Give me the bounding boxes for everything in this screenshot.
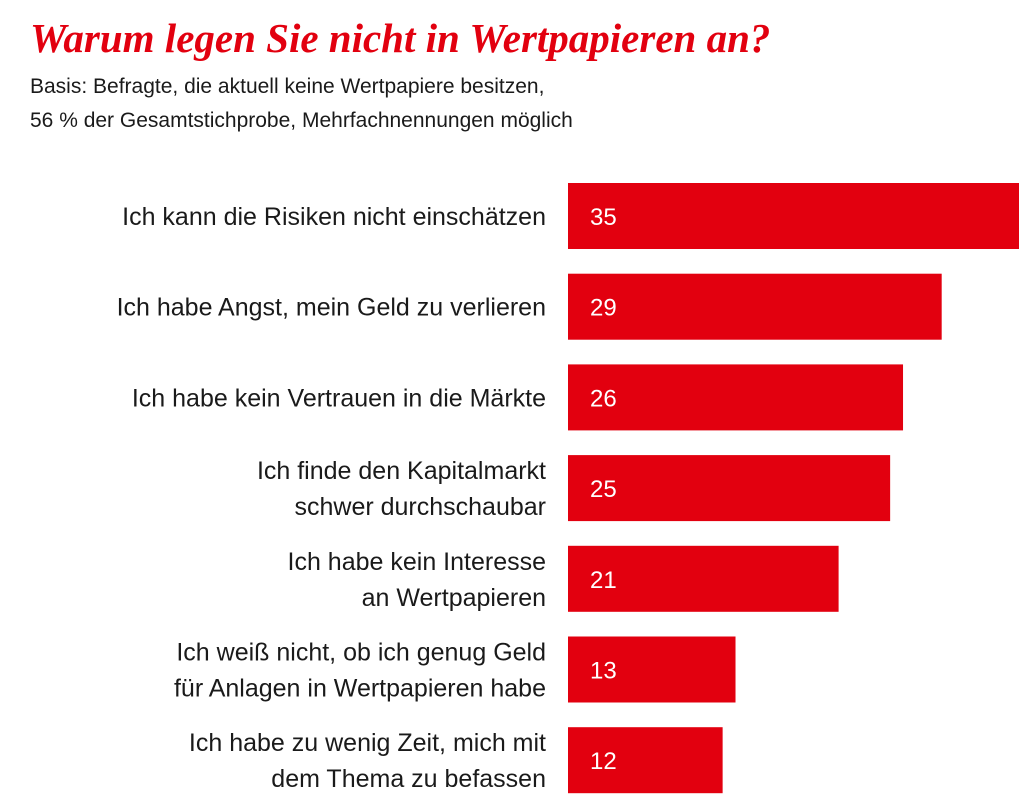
subtitle-line: 56 % der Gesamtstichprobe, Mehrfachnennu… — [30, 109, 573, 132]
category-label: Ich habe kein Interesse — [288, 548, 547, 576]
bar — [568, 273, 942, 340]
bar-value-label: 29 — [590, 295, 617, 322]
bar — [568, 727, 723, 794]
bar — [568, 455, 891, 522]
category-label: Ich habe Angst, mein Geld zu verlieren — [117, 294, 546, 322]
bar — [568, 183, 1019, 249]
category-label: Ich weiß nicht, ob ich genug Geld — [176, 639, 546, 667]
chart-subtitle: Basis: Befragte, die aktuell keine Wertp… — [30, 70, 573, 138]
category-label: schwer durchschaubar — [294, 493, 546, 521]
category-label: Ich finde den Kapitalmarkt — [257, 457, 546, 485]
bar — [568, 636, 736, 703]
category-label: Ich habe kein Vertrauen in die Märkte — [132, 384, 546, 412]
bar — [568, 545, 839, 612]
bar-value-label: 35 — [590, 204, 617, 231]
subtitle-line: Basis: Befragte, die aktuell keine Wertp… — [30, 75, 545, 98]
category-label: Ich habe zu wenig Zeit, mich mit — [189, 729, 546, 757]
bar-value-label: 26 — [590, 385, 617, 412]
bar-row: 12 Ich habe zu wenig Zeit, mich mit dem Th… — [189, 727, 723, 794]
bar — [568, 364, 904, 431]
category-label: für Anlagen in Wertpapieren habe — [174, 675, 546, 703]
bar-row: 26 Ich habe kein Vertrauen in die Märkte — [132, 364, 904, 431]
bar-row: 13 Ich weiß nicht, ob ich genug Geld für A… — [174, 636, 736, 703]
bar-value-label: 25 — [590, 476, 617, 503]
bar-row: 25 Ich finde den Kapitalmarkt schwer durch… — [257, 455, 891, 522]
category-label: an Wertpapieren — [362, 584, 546, 612]
bar-value-label: 21 — [590, 567, 617, 594]
category-label: dem Thema zu befassen — [271, 765, 546, 793]
bar-row: 35 Ich kann die Risiken nicht einschätzen — [122, 183, 1019, 249]
bar-row: 21 Ich habe kein Interesse an Wertpapieren — [288, 545, 839, 612]
chart-title: Warum legen Sie nicht in Wertpapieren an… — [30, 15, 771, 61]
bar-value-label: 12 — [590, 748, 617, 775]
category-label: Ich kann die Risiken nicht einschätzen — [122, 203, 546, 231]
bar-value-label: 13 — [590, 658, 617, 685]
bar-row: 29 Ich habe Angst, mein Geld zu verlieren — [117, 273, 942, 340]
